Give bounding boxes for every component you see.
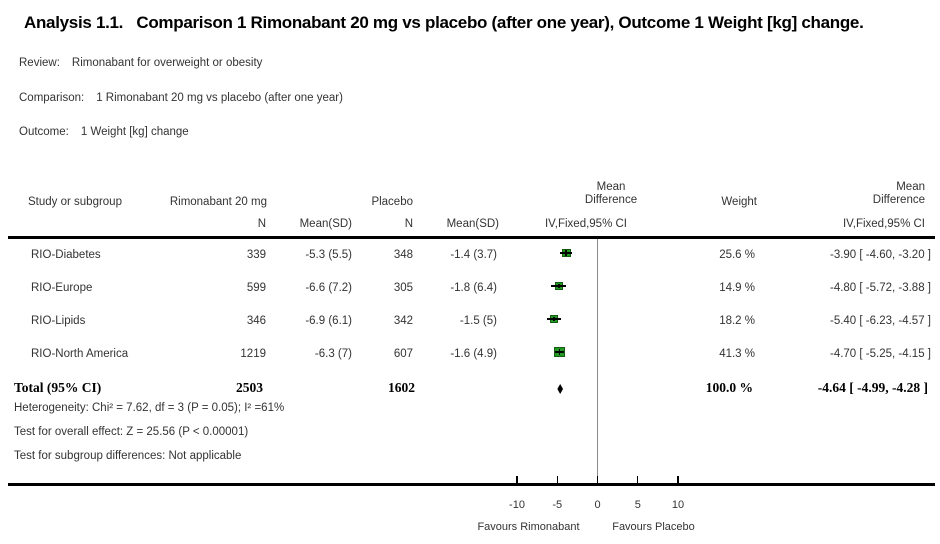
axis-rule [8,483,935,486]
study-row-md_text: -4.80 [ -5.72, -3.88 ] [829,282,931,294]
study-row-study: RIO-North America [31,348,129,360]
col-header-meansd2: Mean(SD) [446,218,499,230]
col-header-md-line1: Mean [596,181,626,193]
study-row-weight: 18.2 % [719,315,755,327]
study-row-weight: 25.6 % [719,249,755,261]
total-n1: 2503 [236,380,263,395]
axis-tick-label: 0 [594,499,601,511]
axis-tick-label: -10 [509,499,525,511]
review-value: Rimonabant for overweight or obesity [71,57,263,69]
col-header-ci-method: IV,Fixed,95% CI [544,218,628,230]
col-header-md-right-line1: Mean [896,181,925,193]
study-row-mean_sd1: -6.3 (7) [314,348,352,360]
study-row-mean_sd2: -1.8 (6.4) [450,282,497,294]
axis-tick [596,476,599,483]
study-row-mean_sd1: -6.6 (7.2) [305,282,352,294]
study-row-n1: 346 [246,315,266,327]
col-header-ci-method-right: IV,Fixed,95% CI [842,218,925,230]
study-row-study: RIO-Lipids [31,315,86,327]
study-row-n2: 305 [393,282,413,294]
heterogeneity-note: Heterogeneity: Chi² = 7.62, df = 3 (P = … [14,402,285,414]
axis-tick-label: -5 [552,499,563,511]
zero-line [597,239,598,483]
col-header-n1: N [257,218,266,230]
ci-line-overlay [560,252,572,254]
total-weight: 100.0 % [705,380,753,395]
study-row-study: RIO-Diabetes [31,249,101,261]
axis-tick [677,476,679,483]
study-row-mean_sd1: -6.9 (6.1) [305,315,352,327]
axis-tick [556,476,558,483]
study-row-n2: 348 [393,249,413,261]
study-row-md_text: -4.70 [ -5.25, -4.15 ] [829,348,931,360]
study-row-n1: 1219 [240,348,266,360]
total-diamond [557,384,564,394]
col-header-meansd1: Mean(SD) [299,218,352,230]
total-n2: 1602 [388,380,415,395]
axis-tick-label: 10 [671,499,685,511]
review-line: Review: Rimonabant for overweight or obes… [19,57,262,69]
axis-tick [516,476,518,483]
study-row-mean_sd1: -5.3 (5.5) [305,249,352,261]
study-row-weight: 41.3 % [719,348,755,360]
study-row-md_text: -3.90 [ -4.60, -3.20 ] [829,249,931,261]
study-row-n2: 342 [393,315,413,327]
col-header-weight: Weight [721,196,757,208]
outcome-line: Outcome: 1 Weight [kg] change [19,126,189,138]
study-row-md_text: -5.40 [ -6.23, -4.57 ] [829,315,931,327]
study-row-mean_sd2: -1.5 (5) [459,315,497,327]
overall-effect-note: Test for overall effect: Z = 25.56 (P < … [14,426,249,438]
favours-right-label: Favours Placebo [612,521,695,533]
ci-line-overlay [555,351,565,353]
ci-line-overlay [547,318,561,320]
total-label: Total (95% CI) [14,380,102,395]
col-header-group2: Placebo [371,196,413,208]
study-row-n1: 599 [246,282,266,294]
study-row-mean_sd2: -1.4 (3.7) [450,249,497,261]
col-header-study: Study or subgroup [28,196,122,208]
ci-line-overlay [551,285,567,287]
col-header-md-line2: Difference [584,194,638,206]
header-rule [8,236,935,239]
study-row-n1: 339 [246,249,266,261]
total-md-text: -4.64 [ -4.99, -4.28 ] [817,380,928,395]
col-header-n2: N [404,218,413,230]
study-row-n2: 607 [393,348,413,360]
comparison-value: 1 Rimonabant 20 mg vs placebo (after one… [96,92,343,104]
col-header-group1: Rimonabant 20 mg [169,196,267,208]
subgroup-note: Test for subgroup differences: Not appli… [14,450,242,462]
review-label: Review: [19,57,60,69]
study-row-weight: 14.9 % [719,282,755,294]
comparison-line: Comparison: 1 Rimonabant 20 mg vs placebo… [19,92,343,104]
outcome-value: 1 Weight [kg] change [80,126,189,138]
study-row-mean_sd2: -1.6 (4.9) [450,348,497,360]
analysis-title: Analysis 1.1. Comparison 1 Rimonabant 20… [24,13,864,32]
comparison-label: Comparison: [19,92,85,104]
axis-tick-label: 5 [634,499,641,511]
favours-left-label: Favours Rimonabant [477,521,580,533]
axis-tick [637,476,639,483]
study-row-study: RIO-Europe [31,282,93,294]
col-header-md-right-line2: Difference [872,194,925,206]
outcome-label: Outcome: [19,126,69,138]
